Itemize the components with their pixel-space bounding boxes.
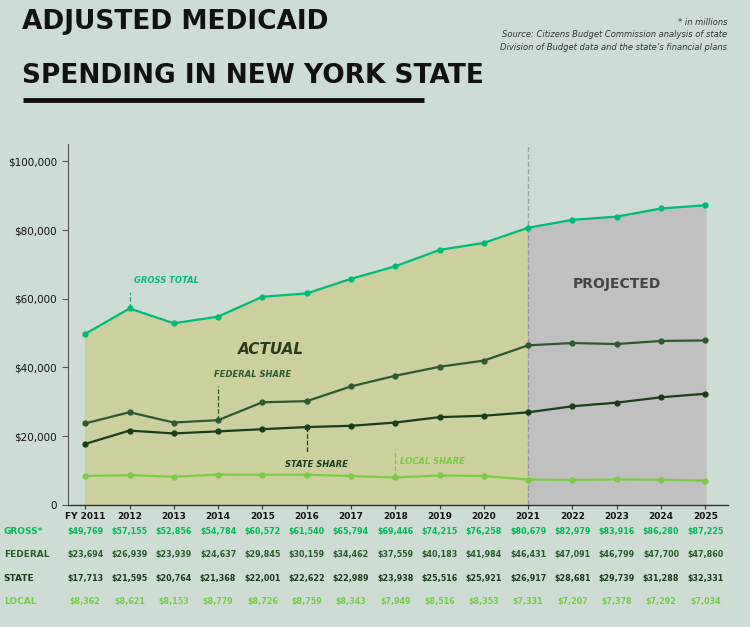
- Text: $22,622: $22,622: [289, 574, 325, 582]
- Text: $52,856: $52,856: [155, 527, 192, 536]
- Text: $60,572: $60,572: [244, 527, 280, 536]
- Text: $31,288: $31,288: [643, 574, 680, 582]
- Text: $26,939: $26,939: [112, 551, 148, 559]
- Text: $8,726: $8,726: [247, 598, 278, 606]
- Text: $80,679: $80,679: [510, 527, 546, 536]
- Text: $57,155: $57,155: [112, 527, 148, 536]
- Text: $7,949: $7,949: [380, 598, 410, 606]
- Text: $7,378: $7,378: [602, 598, 632, 606]
- Text: $83,916: $83,916: [598, 527, 635, 536]
- Text: $8,621: $8,621: [114, 598, 145, 606]
- Text: $22,001: $22,001: [244, 574, 280, 582]
- Text: $23,938: $23,938: [377, 574, 413, 582]
- Text: $46,431: $46,431: [510, 551, 546, 559]
- Text: $46,799: $46,799: [598, 551, 634, 559]
- Text: $8,362: $8,362: [70, 598, 100, 606]
- Text: STATE: STATE: [4, 574, 34, 582]
- Text: $65,794: $65,794: [333, 527, 369, 536]
- Text: $20,764: $20,764: [156, 574, 192, 582]
- Text: $22,989: $22,989: [333, 574, 369, 582]
- Text: $8,779: $8,779: [202, 598, 233, 606]
- Text: $23,694: $23,694: [67, 551, 104, 559]
- Text: STATE SHARE: STATE SHARE: [284, 460, 347, 469]
- Text: LOCAL: LOCAL: [4, 598, 36, 606]
- Text: GROSS*: GROSS*: [4, 527, 43, 536]
- Text: $17,713: $17,713: [68, 574, 104, 582]
- Text: $76,258: $76,258: [466, 527, 502, 536]
- Text: PROJECTED: PROJECTED: [572, 277, 661, 292]
- Text: $40,183: $40,183: [422, 551, 458, 559]
- Text: GROSS TOTAL: GROSS TOTAL: [134, 276, 199, 285]
- Text: $86,280: $86,280: [643, 527, 680, 536]
- Text: $7,207: $7,207: [557, 598, 588, 606]
- Text: LOCAL SHARE: LOCAL SHARE: [400, 456, 464, 466]
- Text: $34,462: $34,462: [333, 551, 369, 559]
- Text: $8,343: $8,343: [335, 598, 366, 606]
- Text: $49,769: $49,769: [68, 527, 104, 536]
- Text: $41,984: $41,984: [466, 551, 502, 559]
- Text: $8,759: $8,759: [291, 598, 322, 606]
- Text: ACTUAL: ACTUAL: [238, 342, 304, 357]
- Text: SPENDING IN NEW YORK STATE: SPENDING IN NEW YORK STATE: [22, 63, 484, 88]
- Text: * in millions
Source: Citizens Budget Commission analysis of state
Division of B: * in millions Source: Citizens Budget Co…: [500, 18, 728, 51]
- Text: $54,784: $54,784: [200, 527, 236, 536]
- Text: $21,595: $21,595: [112, 574, 148, 582]
- Text: $7,034: $7,034: [690, 598, 721, 606]
- Text: $61,540: $61,540: [289, 527, 325, 536]
- Text: $26,917: $26,917: [510, 574, 546, 582]
- Text: $47,700: $47,700: [643, 551, 679, 559]
- Text: $7,331: $7,331: [513, 598, 544, 606]
- Text: $29,739: $29,739: [598, 574, 635, 582]
- Text: $30,159: $30,159: [289, 551, 325, 559]
- Text: $82,979: $82,979: [554, 527, 591, 536]
- Text: $7,292: $7,292: [646, 598, 676, 606]
- Text: ADJUSTED MEDICAID: ADJUSTED MEDICAID: [22, 9, 329, 35]
- Text: $37,559: $37,559: [377, 551, 413, 559]
- Text: $29,845: $29,845: [244, 551, 280, 559]
- Text: FEDERAL SHARE: FEDERAL SHARE: [214, 371, 291, 379]
- Text: $25,516: $25,516: [422, 574, 458, 582]
- Text: $8,353: $8,353: [469, 598, 500, 606]
- Text: $24,637: $24,637: [200, 551, 236, 559]
- Text: $21,368: $21,368: [200, 574, 236, 582]
- Text: $8,153: $8,153: [158, 598, 189, 606]
- Text: $8,516: $8,516: [424, 598, 455, 606]
- Text: FEDERAL: FEDERAL: [4, 551, 50, 559]
- Text: $23,939: $23,939: [156, 551, 192, 559]
- Text: $87,225: $87,225: [687, 527, 724, 536]
- Text: $47,091: $47,091: [554, 551, 590, 559]
- Text: $74,215: $74,215: [422, 527, 458, 536]
- Text: $32,331: $32,331: [687, 574, 724, 582]
- Text: $47,860: $47,860: [687, 551, 724, 559]
- Text: $28,681: $28,681: [554, 574, 591, 582]
- Text: $69,446: $69,446: [377, 527, 413, 536]
- Text: $25,921: $25,921: [466, 574, 502, 582]
